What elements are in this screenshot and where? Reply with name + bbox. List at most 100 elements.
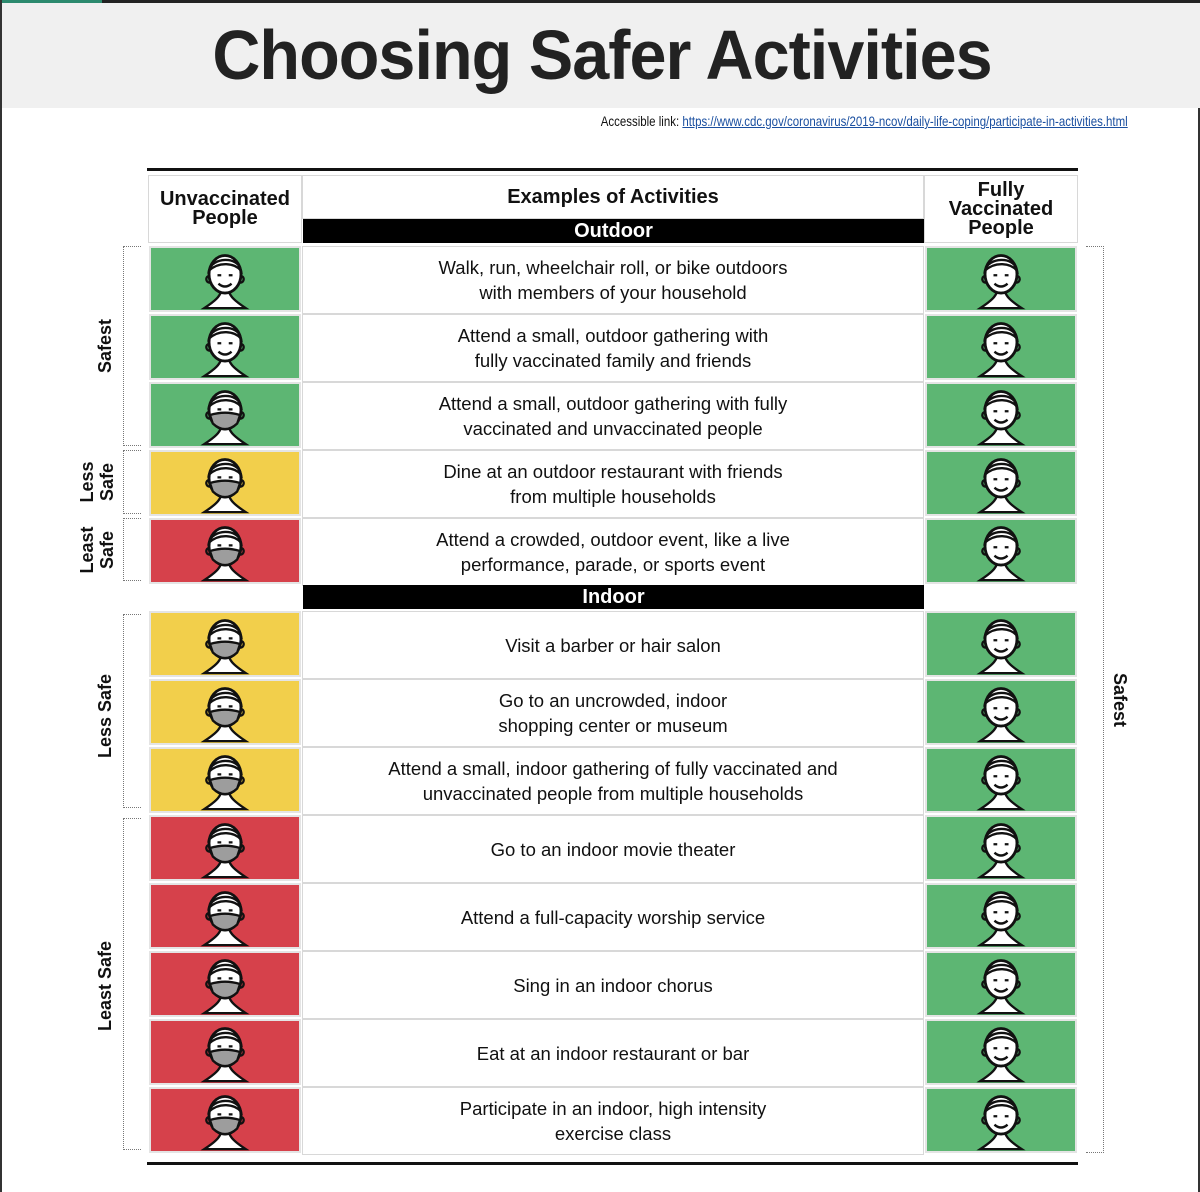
smiling-face-icon bbox=[927, 1089, 1075, 1151]
activity-text: Eat at an indoor restaurant or bar bbox=[476, 1042, 750, 1064]
unvaccinated-risk-cell bbox=[149, 450, 301, 516]
smiling-face-icon bbox=[151, 316, 299, 378]
vaccinated-risk-cell bbox=[925, 679, 1077, 745]
vaccinated-risk-cell bbox=[925, 314, 1077, 380]
unvaccinated-column-header: Unvaccinated People bbox=[148, 175, 302, 243]
activity-cell: Attend a small, indoor gathering of full… bbox=[302, 747, 924, 815]
unvaccinated-risk-cell bbox=[149, 518, 301, 584]
activity-cell: Walk, run, wheelchair roll, or bike outd… bbox=[302, 246, 924, 314]
masked-face-icon bbox=[151, 681, 299, 743]
masked-face-icon bbox=[151, 520, 299, 582]
accessible-link[interactable]: https://www.cdc.gov/coronavirus/2019-nco… bbox=[682, 113, 1128, 129]
activity-cell: Attend a small, outdoor gathering with f… bbox=[302, 314, 924, 382]
activity-cell: Sing in an indoor chorus bbox=[302, 951, 924, 1019]
activity-cell: Attend a small, outdoor gathering with f… bbox=[302, 382, 924, 450]
risk-label-line: Safest bbox=[95, 318, 115, 374]
accessible-link-row: Accessible link: https://www.cdc.gov/cor… bbox=[601, 113, 1128, 129]
activity-text: Attend a crowded, outdoor event, like a … bbox=[436, 529, 790, 575]
activity-text: Go to an uncrowded, indoor shopping cent… bbox=[498, 690, 728, 736]
activity-text: Attend a small, outdoor gathering with f… bbox=[438, 393, 788, 439]
activity-text: Walk, run, wheelchair roll, or bike outd… bbox=[438, 257, 788, 303]
activity-text: Sing in an indoor chorus bbox=[513, 974, 713, 996]
risk-bracket-left bbox=[123, 518, 141, 581]
activity-text: Go to an indoor movie theater bbox=[490, 838, 736, 860]
vaccinated-header-text: Fully Vaccinated People bbox=[948, 178, 1054, 239]
smiling-face-icon bbox=[927, 452, 1075, 514]
vaccinated-risk-cell bbox=[925, 747, 1077, 813]
smiling-face-icon bbox=[927, 316, 1075, 378]
accessible-link-label: Accessible link: bbox=[600, 113, 680, 129]
activity-text: Attend a small, indoor gathering of full… bbox=[388, 758, 838, 804]
risk-bracket-left bbox=[123, 246, 141, 446]
risk-label-right: Safest bbox=[1110, 672, 1130, 728]
activity-cell: Eat at an indoor restaurant or bar bbox=[302, 1019, 924, 1087]
unvaccinated-risk-cell bbox=[149, 246, 301, 312]
smiling-face-icon bbox=[927, 749, 1075, 811]
activity-cell: Go to an indoor movie theater bbox=[302, 815, 924, 883]
page-title: Choosing Safer Activities bbox=[212, 16, 992, 94]
smiling-face-icon bbox=[927, 384, 1075, 446]
activity-text: Dine at an outdoor restaurant with frien… bbox=[443, 461, 783, 507]
vaccinated-risk-cell bbox=[925, 518, 1077, 584]
risk-label-left: Safest bbox=[95, 286, 115, 406]
smiling-face-icon bbox=[927, 520, 1075, 582]
vaccinated-column-header: Fully Vaccinated People bbox=[924, 175, 1078, 243]
unvaccinated-risk-cell bbox=[149, 747, 301, 813]
smiling-face-icon bbox=[927, 817, 1075, 879]
activity-text: Attend a full-capacity worship service bbox=[460, 906, 766, 928]
masked-face-icon bbox=[151, 384, 299, 446]
vaccinated-risk-cell bbox=[925, 815, 1077, 881]
risk-label-left: Least Safe bbox=[95, 926, 115, 1046]
activity-cell: Dine at an outdoor restaurant with frien… bbox=[302, 450, 924, 518]
masked-face-icon bbox=[151, 817, 299, 879]
risk-label-line: Least Safe bbox=[95, 940, 115, 1032]
activity-cell: Attend a crowded, outdoor event, like a … bbox=[302, 518, 924, 586]
masked-face-icon bbox=[151, 452, 299, 514]
bottom-rule bbox=[147, 1162, 1078, 1165]
risk-bracket-left bbox=[123, 450, 141, 514]
vaccinated-risk-cell bbox=[925, 883, 1077, 949]
risk-label-left: Least Safe bbox=[77, 490, 117, 610]
risk-label-left: Less Safe bbox=[95, 656, 115, 776]
activity-cell: Visit a barber or hair salon bbox=[302, 611, 924, 679]
smiling-face-icon bbox=[927, 613, 1075, 675]
window-top-bar bbox=[2, 0, 1200, 3]
vaccinated-risk-cell bbox=[925, 382, 1077, 448]
risk-bracket-left bbox=[123, 614, 141, 808]
masked-face-icon bbox=[151, 613, 299, 675]
activity-text: Attend a small, outdoor gathering with f… bbox=[457, 325, 769, 371]
vaccinated-risk-cell bbox=[925, 1019, 1077, 1085]
unvaccinated-risk-cell bbox=[149, 679, 301, 745]
risk-bracket-left bbox=[123, 818, 141, 1150]
unvaccinated-risk-cell bbox=[149, 382, 301, 448]
risk-label-line: Least bbox=[77, 526, 97, 574]
smiling-face-icon bbox=[151, 248, 299, 310]
activities-column-header: Examples of Activities bbox=[302, 175, 924, 219]
risk-label-line: Safe bbox=[97, 530, 117, 570]
vaccinated-risk-cell bbox=[925, 450, 1077, 516]
masked-face-icon bbox=[151, 749, 299, 811]
activity-text: Visit a barber or hair salon bbox=[505, 634, 721, 656]
activity-text: Participate in an indoor, high intensity… bbox=[459, 1098, 767, 1144]
activity-cell: Go to an uncrowded, indoor shopping cent… bbox=[302, 679, 924, 747]
section-band-indoor: Indoor bbox=[303, 585, 924, 609]
masked-face-icon bbox=[151, 953, 299, 1015]
masked-face-icon bbox=[151, 885, 299, 947]
unvaccinated-header-text: Unvaccinated People bbox=[159, 188, 291, 229]
masked-face-icon bbox=[151, 1089, 299, 1151]
smiling-face-icon bbox=[927, 681, 1075, 743]
unvaccinated-risk-cell bbox=[149, 1019, 301, 1085]
activities-header-text: Examples of Activities bbox=[507, 185, 719, 208]
activity-cell: Attend a full-capacity worship service bbox=[302, 883, 924, 951]
smiling-face-icon bbox=[927, 1021, 1075, 1083]
masked-face-icon bbox=[151, 1021, 299, 1083]
unvaccinated-risk-cell bbox=[149, 815, 301, 881]
section-band-outdoor: Outdoor bbox=[303, 219, 924, 243]
vaccinated-risk-cell bbox=[925, 246, 1077, 312]
unvaccinated-risk-cell bbox=[149, 951, 301, 1017]
vaccinated-risk-cell bbox=[925, 1087, 1077, 1153]
header-banner: Choosing Safer Activities bbox=[2, 3, 1200, 108]
unvaccinated-risk-cell bbox=[149, 1087, 301, 1153]
activity-cell: Participate in an indoor, high intensity… bbox=[302, 1087, 924, 1155]
smiling-face-icon bbox=[927, 953, 1075, 1015]
